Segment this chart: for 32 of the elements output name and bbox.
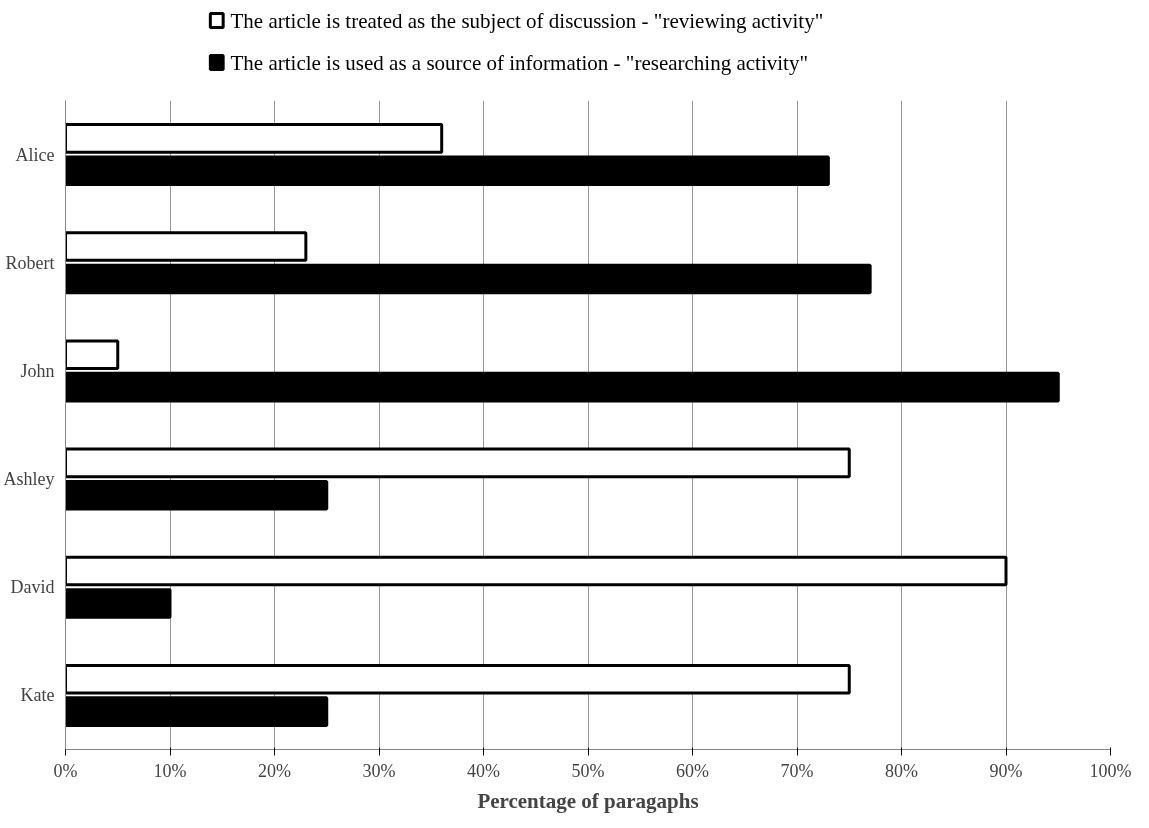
x-tick-label: 70% <box>780 760 814 781</box>
bar <box>65 371 1060 403</box>
bar <box>65 123 444 154</box>
legend-label: The article is used as a source of information - "researching activity" <box>230 50 809 75</box>
bar <box>65 155 830 187</box>
x-tick-label: 0% <box>53 760 78 781</box>
bar <box>65 696 329 727</box>
x-axis-title: Percentage of paragaphs <box>477 788 699 813</box>
bar <box>65 263 872 295</box>
x-tick-label: 90% <box>989 760 1023 781</box>
y-tick-label: Robert <box>5 252 55 273</box>
x-tick-label: 60% <box>676 760 709 781</box>
bar <box>65 588 172 619</box>
x-tick-label: 80% <box>885 760 918 781</box>
bar <box>65 663 851 695</box>
bar <box>65 231 308 262</box>
x-tick-label: 20% <box>258 760 291 781</box>
legend-label: The article is treated as the subject of discussion - "reviewing activity" <box>230 8 824 33</box>
bar <box>65 339 120 370</box>
bar <box>65 447 851 479</box>
y-tick-label: Ashley <box>3 469 55 490</box>
y-tick-label: Kate <box>20 685 55 706</box>
x-tick-label: 40% <box>467 760 500 781</box>
x-tick-label: 10% <box>153 760 187 781</box>
y-tick-label: John <box>20 360 55 381</box>
bar <box>65 555 1008 587</box>
bar <box>65 480 329 511</box>
y-tick-label: David <box>10 577 55 598</box>
y-tick-label: Alice <box>15 144 55 165</box>
x-tick-label: 30% <box>362 760 396 781</box>
x-tick-label: 50% <box>571 760 605 781</box>
x-tick-label: 100% <box>1089 760 1132 781</box>
